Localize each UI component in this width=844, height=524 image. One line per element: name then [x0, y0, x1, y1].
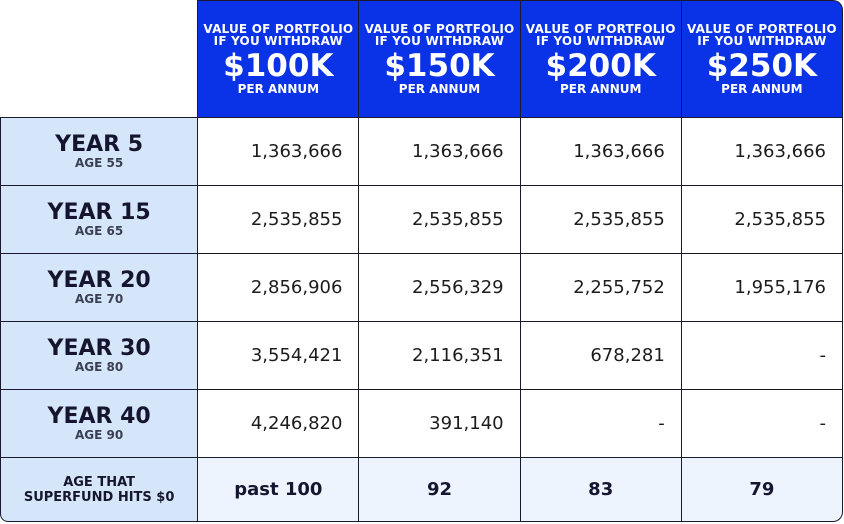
header-corner-cell — [0, 0, 199, 118]
table-cell: 2,535,855 — [359, 186, 521, 254]
table-row-year-5: YEAR 5 AGE 55 1,363,666 1,363,666 1,363,… — [0, 118, 843, 186]
table-cell: 2,535,855 — [681, 186, 843, 254]
table-cell: 1,363,666 — [198, 118, 360, 186]
row-age-label: AGE 90 — [75, 428, 124, 442]
footer-cell: 79 — [681, 458, 843, 522]
header-bottom-text: PER ANNUM — [237, 82, 320, 96]
table-cell: 3,554,421 — [198, 322, 360, 390]
table-cell: 678,281 — [520, 322, 682, 390]
row-label-cell: YEAR 30 AGE 80 — [0, 322, 199, 390]
header-column-150k: VALUE OF PORTFOLIO IF YOU WITHDRAW $150K… — [359, 0, 521, 118]
header-amount: $100K — [223, 48, 334, 84]
header-row: VALUE OF PORTFOLIO IF YOU WITHDRAW $100K… — [0, 0, 843, 118]
table-cell: 391,140 — [359, 390, 521, 458]
table-row-year-30: YEAR 30 AGE 80 3,554,421 2,116,351 678,2… — [0, 322, 843, 390]
table-cell: - — [681, 390, 843, 458]
footer-cell: past 100 — [198, 458, 360, 522]
table-cell: - — [520, 390, 682, 458]
table-cell: 2,535,855 — [520, 186, 682, 254]
row-year-label: YEAR 15 — [47, 200, 151, 225]
table-cell: 1,363,666 — [681, 118, 843, 186]
row-age-label: AGE 80 — [75, 360, 124, 374]
row-label-cell: YEAR 40 AGE 90 — [0, 390, 199, 458]
table-cell: 2,116,351 — [359, 322, 521, 390]
table-cell: 2,856,906 — [198, 254, 360, 322]
header-top-text: VALUE OF PORTFOLIO IF YOU WITHDRAW — [203, 22, 354, 48]
row-label-cell: YEAR 15 AGE 65 — [0, 186, 199, 254]
footer-cell: 92 — [359, 458, 521, 522]
header-top-text: VALUE OF PORTFOLIO IF YOU WITHDRAW — [686, 22, 837, 48]
header-amount: $150K — [384, 48, 495, 84]
table-row-year-20: YEAR 20 AGE 70 2,856,906 2,556,329 2,255… — [0, 254, 843, 322]
row-year-label: YEAR 20 — [47, 268, 151, 293]
row-age-label: AGE 55 — [75, 156, 124, 170]
header-bottom-text: PER ANNUM — [559, 82, 642, 96]
table-row-age-hits-zero: AGE THAT SUPERFUND HITS $0 past 100 92 8… — [0, 458, 843, 522]
header-bottom-text: PER ANNUM — [398, 82, 481, 96]
row-label-cell: YEAR 20 AGE 70 — [0, 254, 199, 322]
footer-label-cell: AGE THAT SUPERFUND HITS $0 — [0, 458, 199, 522]
header-bottom-text: PER ANNUM — [721, 82, 803, 96]
row-year-label: YEAR 40 — [47, 404, 151, 429]
row-year-label: YEAR 5 — [55, 132, 144, 157]
header-column-100k: VALUE OF PORTFOLIO IF YOU WITHDRAW $100K… — [198, 0, 360, 118]
table-cell: 1,363,666 — [520, 118, 682, 186]
row-age-label: AGE 70 — [75, 292, 124, 306]
row-label-cell: YEAR 5 AGE 55 — [0, 118, 199, 186]
header-column-250k: VALUE OF PORTFOLIO IF YOU WITHDRAW $250K… — [681, 0, 843, 118]
table-row-year-15: YEAR 15 AGE 65 2,535,855 2,535,855 2,535… — [0, 186, 843, 254]
table-cell: 1,955,176 — [681, 254, 843, 322]
table-cell: 1,363,666 — [359, 118, 521, 186]
footer-cell: 83 — [520, 458, 682, 522]
header-amount: $200K — [545, 48, 656, 84]
table-cell: 2,556,329 — [359, 254, 521, 322]
table-cell: 2,255,752 — [520, 254, 682, 322]
table-cell: - — [681, 322, 843, 390]
header-top-text: VALUE OF PORTFOLIO IF YOU WITHDRAW — [364, 22, 515, 48]
table-row-year-40: YEAR 40 AGE 90 4,246,820 391,140 - - — [0, 390, 843, 458]
footer-label-line1: AGE THAT — [63, 474, 136, 490]
row-year-label: YEAR 30 — [47, 336, 151, 361]
footer-label-line2: SUPERFUND HITS $0 — [23, 489, 175, 505]
row-age-label: AGE 65 — [75, 224, 124, 238]
table-cell: 4,246,820 — [198, 390, 360, 458]
table-cell: 2,535,855 — [198, 186, 360, 254]
header-amount: $250K — [706, 48, 818, 84]
header-top-text: VALUE OF PORTFOLIO IF YOU WITHDRAW — [525, 22, 676, 48]
header-column-200k: VALUE OF PORTFOLIO IF YOU WITHDRAW $200K… — [520, 0, 682, 118]
